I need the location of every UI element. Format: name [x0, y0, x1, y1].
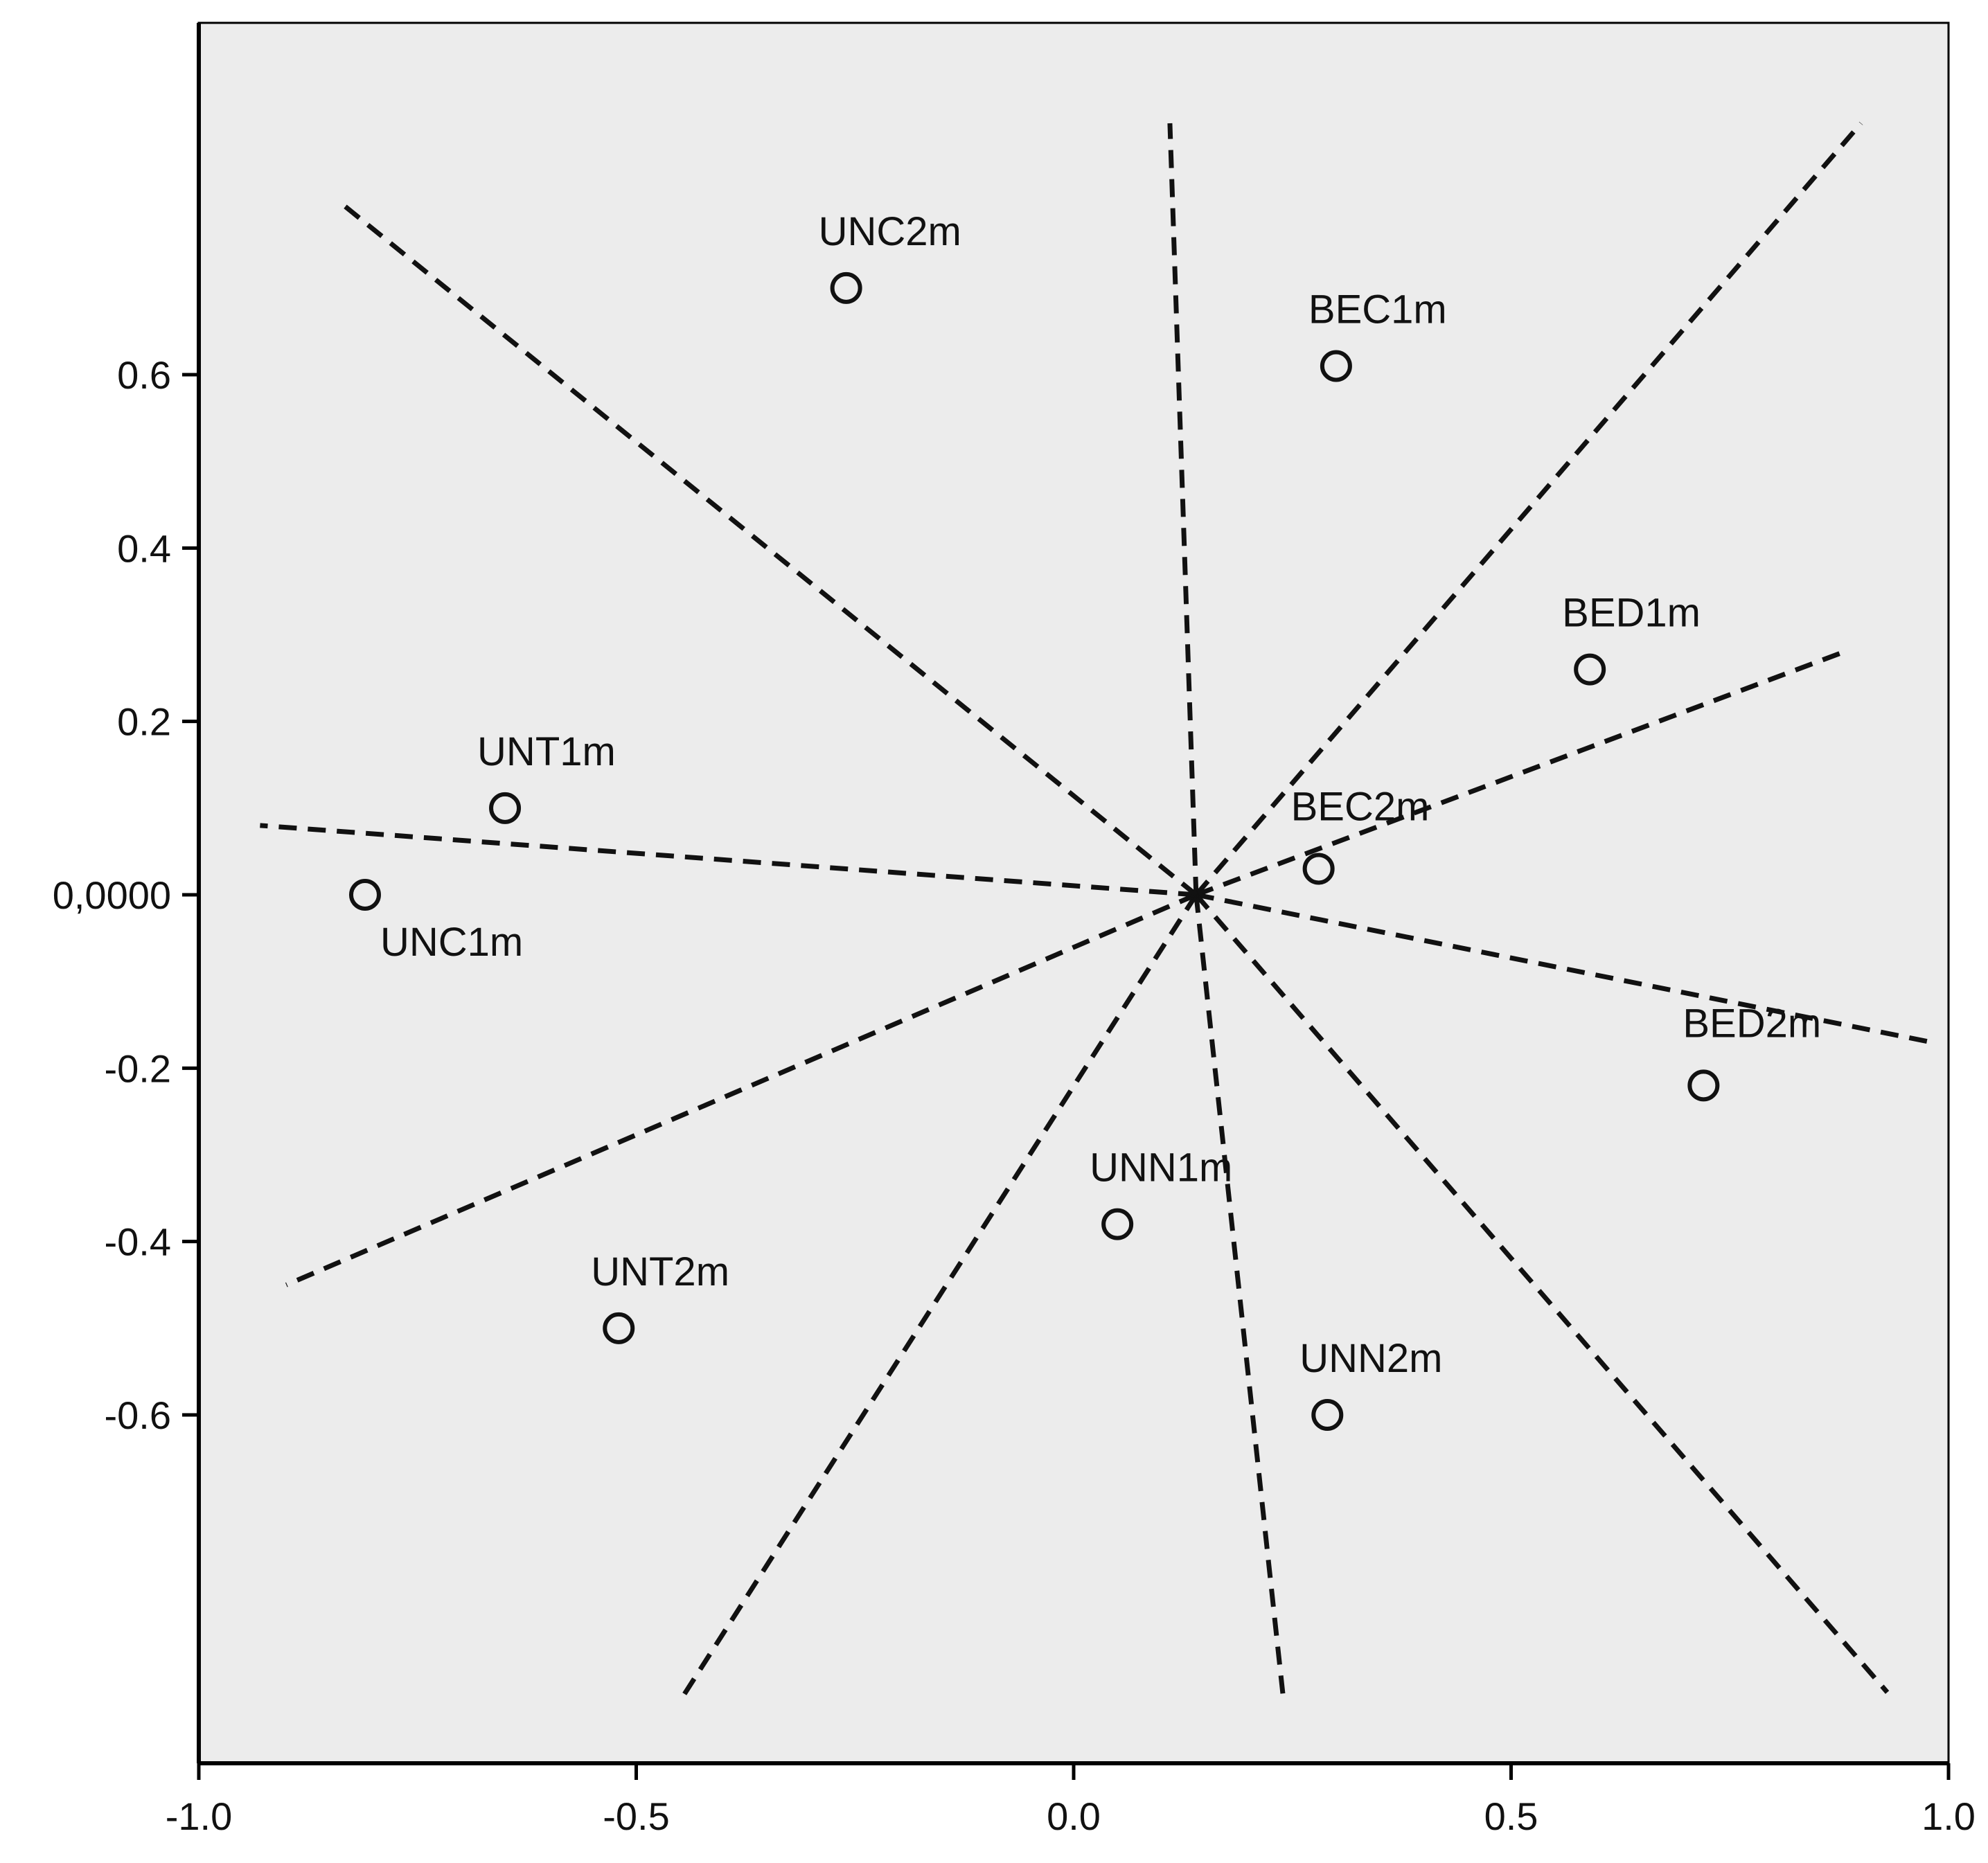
plot-area: [199, 23, 1949, 1763]
x-tick-label: 0.5: [1484, 1794, 1538, 1838]
data-point: [1101, 1208, 1134, 1240]
dashed-line: [1167, 123, 1199, 895]
y-tick-label: 0,0000: [53, 873, 171, 917]
data-point: [1311, 1399, 1344, 1431]
y-tick-label: -0.4: [105, 1220, 172, 1264]
y-tick-label: -0.6: [105, 1393, 172, 1437]
point-label: UNC2m: [819, 209, 961, 254]
dashed-line: [1194, 893, 1890, 1694]
data-point: [830, 271, 862, 304]
data-point: [348, 879, 381, 911]
data-point: [1687, 1069, 1720, 1102]
y-tick-label: -0.2: [105, 1046, 172, 1090]
point-label: UNN2m: [1299, 1336, 1442, 1381]
x-tick-label: 0.0: [1047, 1794, 1101, 1838]
point-label: BED2m: [1683, 1001, 1821, 1046]
data-point: [1302, 853, 1335, 885]
dashed-lines-group: [260, 121, 1932, 1702]
dashed-line: [1194, 121, 1863, 897]
dashed-line: [285, 892, 1198, 1287]
point-label: BEC1m: [1308, 287, 1447, 332]
point-label: UNT1m: [477, 729, 616, 774]
y-tick-label: 0.2: [117, 700, 171, 744]
x-tick-label: 1.0: [1922, 1794, 1976, 1838]
x-axis: -1.0 -0.5 0.0 0.5 1.0: [166, 1761, 1976, 1838]
x-tick-label: -1.0: [166, 1794, 233, 1838]
dashed-line: [337, 199, 1198, 897]
y-axis: 0.6 0.4 0.2 0,0000 -0.2 -0.4 -0.6: [53, 23, 201, 1763]
point-label: BEC2m: [1291, 784, 1430, 829]
point-label: BED1m: [1562, 591, 1701, 636]
point-label: UNT2m: [591, 1249, 729, 1294]
data-point: [603, 1312, 635, 1344]
data-point: [1574, 653, 1606, 686]
y-tick-label: 0.6: [117, 353, 171, 397]
y-tick-label: 0.4: [117, 526, 171, 570]
data-point: [489, 792, 522, 824]
dashed-line: [1196, 892, 1932, 1045]
dashed-line: [260, 823, 1197, 898]
x-tick-label: -0.5: [603, 1794, 670, 1838]
point-label: UNN1m: [1090, 1146, 1232, 1191]
point-label: UNC1m: [380, 920, 523, 965]
dashed-line: [677, 893, 1198, 1702]
data-point: [1320, 350, 1352, 382]
dashed-line: [1193, 894, 1286, 1702]
points-group: UNC2m BEC1m BED1m UNT1m BEC2m UNC1m BED2m UNN1m…: [348, 209, 1821, 1431]
